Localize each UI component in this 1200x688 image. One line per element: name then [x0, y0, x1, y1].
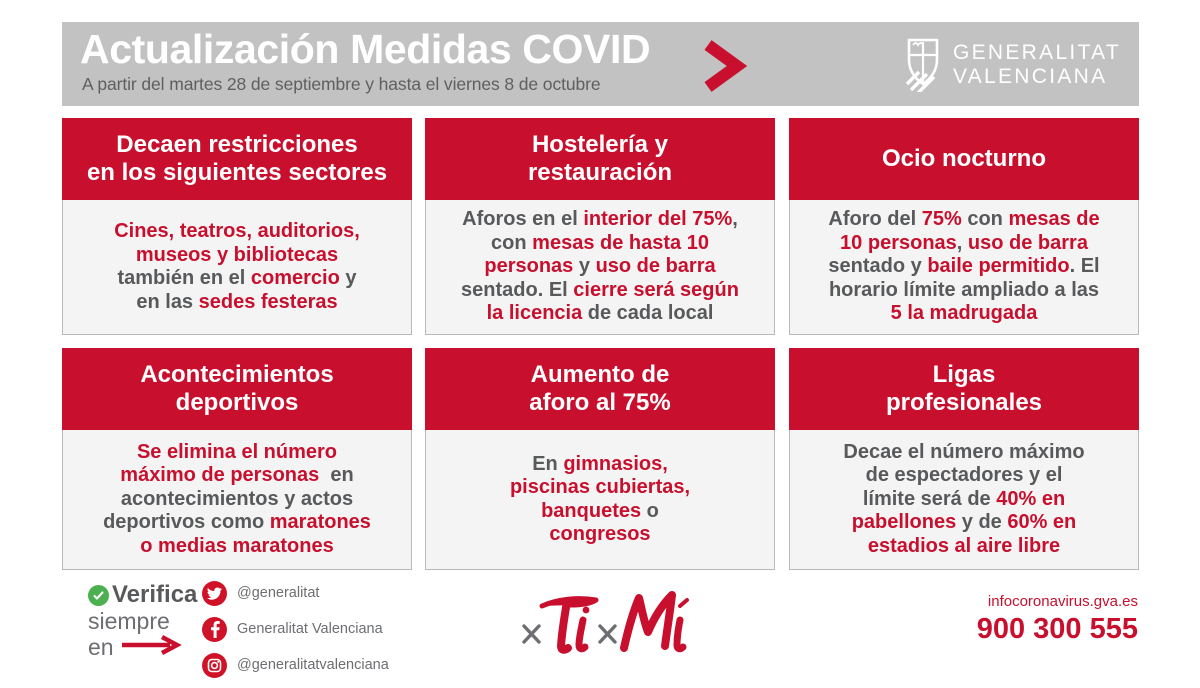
card-header: Decaen restricciones en los siguientes se…	[62, 118, 412, 200]
check-circle-icon	[88, 584, 109, 606]
social-row-facebook[interactable]: Generalitat Valenciana	[202, 616, 389, 642]
social-row-twitter[interactable]: @generalitat	[202, 580, 389, 606]
facebook-icon[interactable]	[202, 616, 227, 642]
generalitat-valenciana-logo: GENERALITAT VALENCIANA	[905, 38, 1121, 92]
verifica-label-2: siempre	[88, 608, 170, 634]
card-body: En gimnasios, piscinas cubiertas, banquete…	[425, 430, 775, 570]
verifica-label-3: en	[88, 634, 114, 660]
social-label-facebook[interactable]: Generalitat Valenciana	[237, 621, 383, 637]
card-body-text: En gimnasios, piscinas cubiertas, banquete…	[509, 452, 691, 546]
gva-logo-line-1: GENERALITAT	[952, 41, 1121, 64]
card-title: Ocio nocturno	[882, 145, 1046, 172]
contact-block: infocoronavirus.gva.es 900 300 555	[977, 592, 1138, 646]
card-body: Aforos en el interior del 75%, con mesas …	[425, 200, 775, 335]
social-row-instagram[interactable]: @generalitatvalenciana	[202, 652, 389, 678]
contact-url[interactable]: infocoronavirus.gva.es	[987, 593, 1138, 610]
chevron-right-icon	[692, 40, 752, 92]
social-label-instagram[interactable]: @generalitatvalenciana	[237, 657, 389, 673]
gva-shield-icon	[905, 38, 939, 92]
header-bar: Actualización Medidas COVID A partir del…	[62, 22, 1139, 106]
verifica-label: Verifica	[112, 581, 198, 608]
social-links: @generalitat Generalitat Valenciana	[202, 580, 389, 688]
contact-phone[interactable]: 900 300 555	[976, 613, 1138, 645]
header-subtitle: A partir del martes 28 de septiembre y h…	[82, 74, 601, 94]
twitter-icon[interactable]	[202, 580, 227, 606]
card-title: Decaen restricciones en los siguientes se…	[86, 131, 388, 186]
card-acontecimientos-deportivos: Acontecimientos deportivos Se elimina el …	[62, 348, 412, 570]
card-ligas-profesionales: Ligas profesionales Decae el número máxim…	[789, 348, 1139, 570]
card-title: Aumento de aforo al 75%	[529, 361, 671, 416]
card-body: Cines, teatros, auditorios, museos y bibl…	[62, 200, 412, 335]
gva-logo-line-2: VALENCIANA	[952, 65, 1108, 88]
card-title: Acontecimientos deportivos	[140, 361, 334, 416]
card-aumento-aforo: Aumento de aforo al 75% En gimnasios, pisc…	[425, 348, 775, 570]
instagram-icon[interactable]	[202, 652, 227, 678]
card-header: Acontecimientos deportivos	[62, 348, 412, 430]
card-decaen-restricciones: Decaen restricciones en los siguientes se…	[62, 118, 412, 335]
card-header: Hostelería y restauración	[425, 118, 775, 200]
card-body-text: Aforos en el interior del 75%, con mesas …	[461, 208, 739, 325]
verifica-label-3-row: en	[88, 634, 203, 660]
card-body: Aforo del 75% con mesas de 10 personas, u…	[789, 200, 1139, 335]
card-title: Ligas profesionales	[885, 361, 1043, 416]
page-title: Actualización Medidas COVID	[80, 26, 651, 72]
card-body-text: Se elimina el número máximo de personas e…	[103, 440, 371, 557]
social-label-twitter[interactable]: @generalitat	[237, 585, 320, 601]
card-hosteleria-restauracion: Hostelería y restauración Aforos en el in…	[425, 118, 775, 335]
card-body-text: Decae el número máximo de espectadores y …	[843, 440, 1085, 557]
card-body: Se elimina el número máximo de personas e…	[62, 430, 412, 570]
card-header: Aumento de aforo al 75%	[425, 348, 775, 430]
card-header: Ligas profesionales	[789, 348, 1139, 430]
verifica-block: Verifica siempre en	[88, 582, 203, 660]
card-body-text: Cines, teatros, auditorios, museos y bibl…	[114, 220, 360, 313]
card-body-text: Aforo del 75% con mesas de 10 personas, u…	[828, 208, 1100, 325]
card-title: Hostelería y restauración	[527, 131, 673, 186]
card-body: Decae el número máximo de espectadores y …	[789, 430, 1139, 570]
card-ocio-nocturno: Ocio nocturno Aforo del 75% con mesas de…	[789, 118, 1139, 335]
footer: Verifica siempre en	[0, 578, 1200, 678]
arrow-right-icon	[120, 634, 182, 660]
verifica-headline: Verifica	[88, 582, 203, 608]
campaign-logo-x-ti-x-mi	[512, 580, 702, 660]
card-header: Ocio nocturno	[789, 118, 1139, 200]
